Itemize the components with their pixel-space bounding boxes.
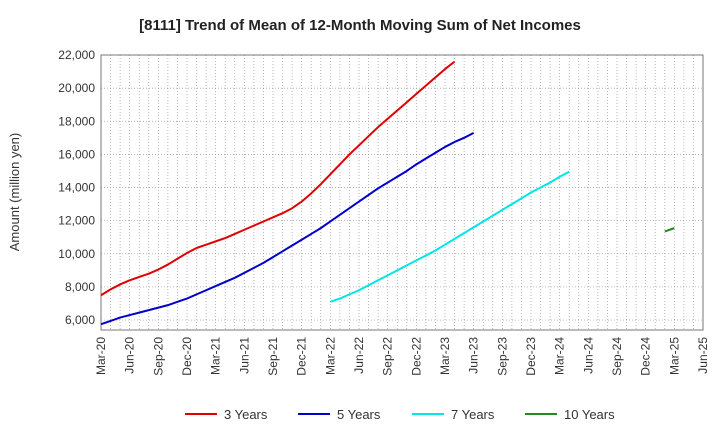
x-tick-label: Jun-25 [696,337,710,374]
x-tick-label: Sep-21 [266,337,280,376]
x-tick-label: Jun-20 [123,337,137,374]
x-tick-label: Dec-22 [409,337,423,376]
x-tick-label: Sep-20 [151,337,165,376]
x-tick-label: Jun-23 [467,337,481,374]
y-axis-ticks: 6,000 8,000 10,000 12,000 14,000 16,000 18,000… [58,48,95,327]
x-tick-label: Mar-21 [209,337,223,375]
y-axis-label: Amount (million yen) [7,133,22,252]
x-tick-label: Jun-21 [237,337,251,374]
series-line-10-years [664,227,675,233]
x-tick-label: Sep-22 [381,337,395,376]
series-line-5-years [100,131,475,326]
grid [101,54,703,330]
chart-title: [8111] Trend of Mean of 12-Month Moving … [139,17,581,34]
plot-area [101,55,703,330]
x-tick-label: Dec-23 [524,337,538,376]
legend: 3 Years 5 Years 7 Years 10 Years [185,407,615,422]
x-tick-label: Mar-23 [438,337,452,375]
x-tick-label: Dec-20 [180,337,194,376]
legend-label: 10 Years [564,407,615,422]
x-tick-label: Mar-25 [667,337,681,375]
y-tick-label: 12,000 [58,214,95,228]
x-tick-label: Mar-20 [94,337,108,375]
y-tick-label: 22,000 [58,48,95,62]
y-tick-label: 20,000 [58,81,95,95]
series-line-7-years [330,170,570,303]
x-tick-label: Dec-24 [639,337,653,376]
legend-label: 3 Years [224,407,268,422]
x-tick-label: Mar-22 [323,337,337,375]
plot-border [100,54,704,331]
x-tick-label: Sep-24 [610,337,624,376]
x-axis-ticks: Mar-20 Jun-20 Sep-20 Dec-20 Mar-21 Jun-21 Sep-… [94,337,710,376]
x-tick-label: Dec-21 [295,337,309,376]
y-tick-label: 16,000 [58,147,95,161]
y-tick-label: 8,000 [65,280,95,294]
legend-label: 5 Years [337,407,381,422]
y-tick-label: 18,000 [58,114,95,128]
x-tick-label: Jun-24 [581,337,595,374]
y-tick-label: 6,000 [65,313,95,327]
series-lines [100,60,675,326]
y-tick-label: 10,000 [58,247,95,261]
x-tick-label: Sep-23 [495,337,509,376]
legend-label: 7 Years [451,407,495,422]
y-tick-label: 14,000 [58,181,95,195]
series-line-3-years [100,60,456,297]
x-tick-label: Jun-22 [352,337,366,374]
x-tick-label: Mar-24 [553,337,567,375]
